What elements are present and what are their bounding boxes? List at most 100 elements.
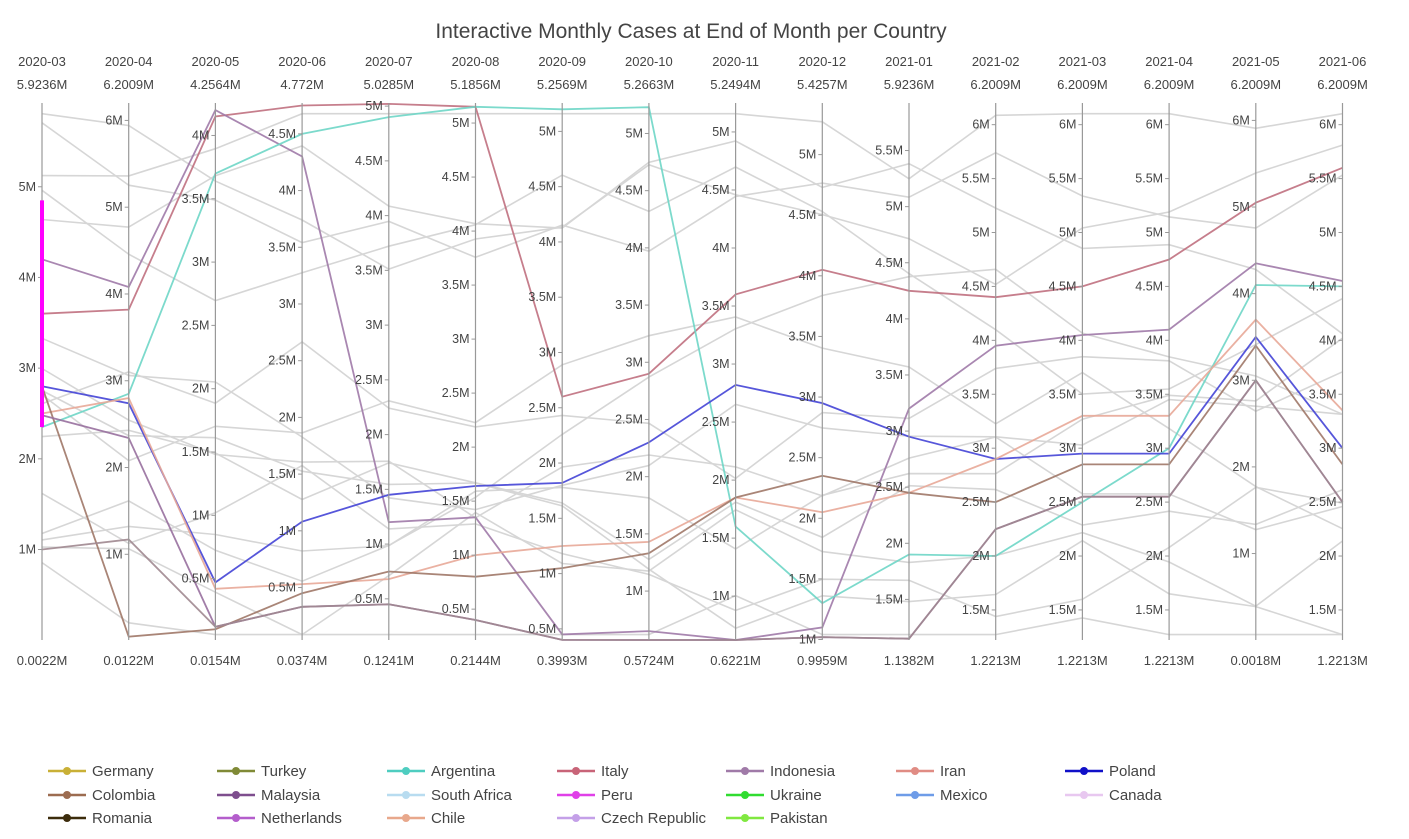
brush-layer[interactable] [40,200,44,428]
legend-item[interactable]: Poland [1065,763,1156,780]
tick-label: 6M [972,118,989,132]
context-line [41,464,1343,618]
axis-max-label: 6.2009M [1231,77,1282,92]
axis-2020-05[interactable]: 2020-05 4.2564M 0.0154M 0.5M 1M 1.5M 2M 2.5M 3M 3… [182,54,241,668]
axis-2021-02[interactable]: 2021-02 6.2009M 1.2213M 1.5M 2M 2.5M 3M 3.5M 4M 4… [962,54,1021,668]
legend-label: Canada [1109,787,1162,804]
legend-marker [572,767,580,775]
legend-item[interactable]: Iran [896,763,966,780]
legend-item[interactable]: Ukraine [726,787,822,804]
tick-label: 2.5M [702,415,730,429]
tick-label: 5M [1232,200,1249,214]
tick-label: 4M [1146,333,1163,347]
axis-2020-08[interactable]: 2020-08 5.1856M 0.2144M 0.5M 1M 1.5M 2M 2.5M 3M 3… [442,54,501,668]
tick-label: 4M [105,287,122,301]
tick-label: 0.5M [528,622,556,636]
legend-item[interactable]: Pakistan [726,810,828,827]
axis-min-label: 0.0018M [1231,653,1282,668]
highlighted-line [41,105,1343,605]
legend-item[interactable]: Malaysia [217,787,321,804]
legend-label: Italy [601,763,629,780]
axis-max-label: 6.2009M [1317,77,1368,92]
tick-label: 4M [279,184,296,198]
legend-item[interactable]: Indonesia [726,763,836,780]
legend-item[interactable]: Netherlands [217,810,342,827]
tick-label: 4M [972,333,989,347]
tick-label: 4.5M [1049,279,1077,293]
tick-label: 3M [539,345,556,359]
axis-label: 2021-01 [885,54,933,69]
legend-item[interactable]: Peru [557,787,633,804]
axis-max-label: 5.9236M [17,77,68,92]
tick-label: 2.5M [615,412,643,426]
legend-marker [572,791,580,799]
legend-item[interactable]: Mexico [896,787,988,804]
legend-item[interactable]: Italy [557,763,629,780]
legend[interactable]: Germany Turkey Argentina Italy Indonesia Iran… [48,763,1162,827]
axes[interactable]: 2020-03 5.9236M 0.0022M 1M 2M 3M 4M 5M 2020-04 6.… [17,54,1368,668]
axis-2020-10[interactable]: 2020-10 5.2663M 0.5724M 1M 1.5M 2M 2.5M 3M 3.5M 4… [615,54,674,668]
context-line [41,140,1343,335]
tick-label: 3M [452,332,469,346]
tick-label: 3.5M [442,278,470,292]
legend-item[interactable]: Turkey [217,763,307,780]
axis-2021-04[interactable]: 2021-04 6.2009M 1.2213M 1.5M 2M 2.5M 3M 3.5M 4M 4… [1135,54,1194,668]
tick-label: 2M [1232,460,1249,474]
legend-label: Pakistan [770,810,828,827]
legend-item[interactable]: Chile [387,810,465,827]
tick-label: 2M [365,428,382,442]
axis-2021-05[interactable]: 2021-05 6.2009M 0.0018M 1M 2M 3M 4M 5M 6M [1231,54,1282,668]
tick-label: 3.5M [789,329,817,343]
legend-marker [1080,767,1088,775]
axis-2021-03[interactable]: 2021-03 6.2009M 1.2213M 1.5M 2M 2.5M 3M 3.5M 4M 4… [1049,54,1108,668]
legend-item[interactable]: Canada [1065,787,1162,804]
tick-label: 5M [452,116,469,130]
axis-2021-06[interactable]: 2021-06 6.2009M 1.2213M 1.5M 2M 2.5M 3M 3.5M 4M 4… [1309,54,1368,668]
axis-2020-11[interactable]: 2020-11 5.2494M 0.6221M 1M 1.5M 2M 2.5M 3M 3.5M 4… [702,54,761,668]
tick-label: 1.5M [268,467,296,481]
context-line [41,316,1343,530]
tick-label: 4.5M [789,208,817,222]
axis-2020-04[interactable]: 2020-04 6.2009M 0.0122M 1M 2M 3M 4M 5M 6M [103,54,154,668]
tick-label: 5M [972,226,989,240]
tick-label: 5.5M [1135,172,1163,186]
brush-range[interactable] [40,200,44,428]
tick-label: 2.5M [789,451,817,465]
tick-label: 2.5M [442,386,470,400]
tick-label: 6M [1319,118,1336,132]
tick-label: 2M [1059,549,1076,563]
legend-item[interactable]: Colombia [48,787,156,804]
tick-label: 5.5M [875,144,903,158]
axis-2020-06[interactable]: 2020-06 4.772M 0.0374M 0.5M 1M 1.5M 2M 2.5M 3M 3.… [268,54,327,668]
legend-item[interactable]: South Africa [387,787,513,804]
tick-label: 3.5M [615,298,643,312]
context-line [41,337,1343,552]
axis-min-label: 0.9959M [797,653,848,668]
context-line [41,367,1343,531]
axis-min-label: 0.0154M [190,653,241,668]
axis-label: 2020-12 [798,54,846,69]
tick-label: 4M [712,241,729,255]
axis-2021-01[interactable]: 2021-01 5.9236M 1.1382M 1.5M 2M 2.5M 3M 3.5M 4M 4… [875,54,934,668]
legend-item[interactable]: Romania [48,810,153,827]
legend-item[interactable]: Czech Republic [557,810,707,827]
tick-label: 2M [192,382,209,396]
tick-label: 3M [972,441,989,455]
axis-2020-07[interactable]: 2020-07 5.0285M 0.1241M 0.5M 1M 1.5M 2M 2.5M 3M 3… [355,54,414,668]
tick-label: 4.5M [875,256,903,270]
tick-label: 1M [19,543,36,557]
tick-label: 3M [1232,373,1249,387]
legend-item[interactable]: Germany [48,763,154,780]
tick-label: 4.5M [355,154,383,168]
axis-2020-09[interactable]: 2020-09 5.2569M 0.3993M 0.5M 1M 1.5M 2M 2.5M 3M 3… [528,54,587,668]
legend-item[interactable]: Argentina [387,763,496,780]
legend-marker [232,814,240,822]
legend-label: South Africa [431,787,513,804]
tick-label: 5.5M [1309,172,1337,186]
tick-label: 1M [1232,547,1249,561]
tick-label: 4.5M [615,184,643,198]
axis-2020-12[interactable]: 2020-12 5.4257M 0.9959M 1M 1.5M 2M 2.5M 3M 3.5M 4… [789,54,848,668]
tick-label: 4M [1319,333,1336,347]
tick-label: 3.5M [1135,387,1163,401]
